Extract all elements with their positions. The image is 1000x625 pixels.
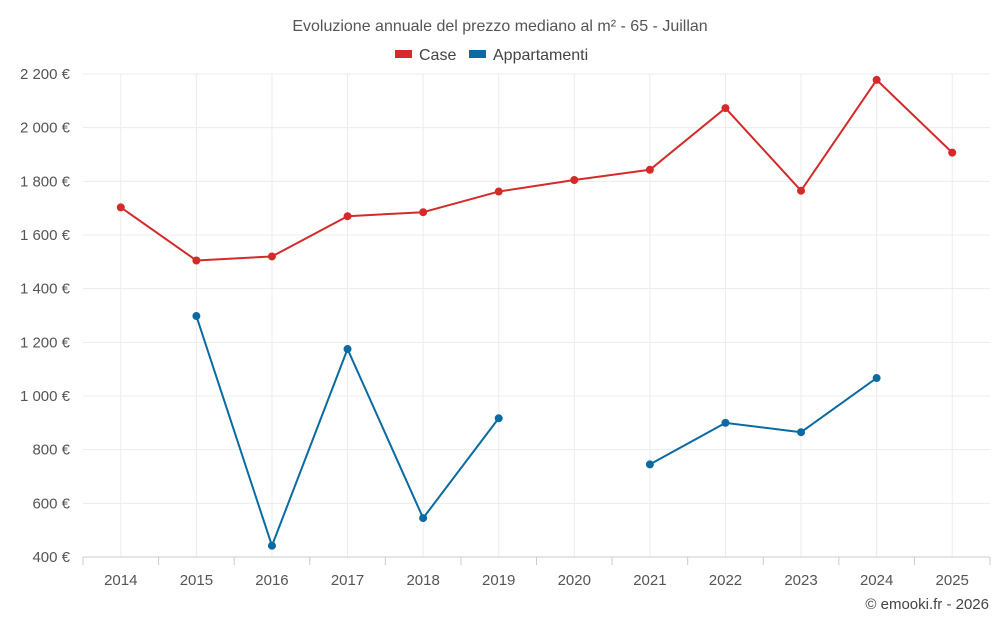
data-point[interactable]: [570, 175, 579, 184]
y-tick-label: 1 400 €: [20, 281, 71, 298]
x-tick-label: 2021: [633, 572, 666, 589]
y-tick-label: 1 600 €: [20, 227, 71, 244]
x-tick-label: 2020: [558, 572, 591, 589]
series-case: [116, 75, 957, 265]
legend-item-appartamenti[interactable]: Appartamenti: [469, 47, 588, 64]
legend-item-case[interactable]: Case: [395, 47, 456, 64]
data-point[interactable]: [797, 186, 806, 195]
series: [116, 75, 957, 550]
y-tick-label: 2 000 €: [20, 120, 71, 137]
series-appartamenti: [192, 312, 881, 550]
y-tick-label: 1 200 €: [20, 334, 71, 351]
x-tick-label: 2019: [482, 572, 515, 589]
data-point[interactable]: [267, 252, 276, 261]
legend-swatch-appartamenti: [469, 50, 486, 58]
data-point[interactable]: [948, 148, 957, 157]
data-point[interactable]: [419, 208, 428, 217]
series-line: [120, 78, 953, 262]
x-tick-label: 2016: [255, 572, 288, 589]
x-tick-label: 2023: [784, 572, 817, 589]
grid: [83, 73, 990, 557]
data-point[interactable]: [343, 345, 352, 354]
series-line: [649, 377, 878, 466]
data-point[interactable]: [872, 374, 881, 383]
x-tick-label: 2024: [860, 572, 893, 589]
y-tick-label: 400 €: [32, 549, 70, 566]
x-tick-label: 2022: [709, 572, 742, 589]
legend-label-appartamenti: Appartamenti: [493, 47, 588, 64]
legend-label-case: Case: [419, 47, 456, 64]
data-point[interactable]: [645, 165, 654, 174]
y-tick-label: 600 €: [32, 495, 70, 512]
data-point[interactable]: [419, 514, 428, 523]
data-point[interactable]: [721, 418, 730, 427]
chart-title: Evoluzione annuale del prezzo mediano al…: [292, 18, 707, 35]
y-tick-label: 1 000 €: [20, 388, 71, 405]
data-point[interactable]: [494, 187, 503, 196]
x-tick-label: 2025: [936, 572, 969, 589]
x-tick-label: 2014: [104, 572, 137, 589]
data-point[interactable]: [343, 212, 352, 221]
legend-swatch-case: [395, 50, 412, 58]
data-point[interactable]: [872, 75, 881, 84]
y-tick-label: 2 200 €: [20, 66, 71, 83]
x-tick-label: 2018: [406, 572, 439, 589]
data-point[interactable]: [797, 428, 806, 437]
data-point[interactable]: [645, 460, 654, 469]
data-point[interactable]: [267, 541, 276, 550]
x-tick-label: 2017: [331, 572, 364, 589]
data-point[interactable]: [116, 203, 125, 212]
y-tick-label: 1 800 €: [20, 173, 71, 190]
data-point[interactable]: [721, 104, 730, 113]
data-point[interactable]: [192, 256, 201, 265]
axes: 400 € 600 € 800 € 1 000 € 1 200 € 1 400 € 1 60…: [20, 66, 991, 589]
data-point[interactable]: [494, 414, 503, 423]
x-tick-label: 2015: [180, 572, 213, 589]
credit-text: © emooki.fr - 2026: [865, 596, 989, 613]
legend: Case Appartamenti: [395, 47, 588, 64]
y-tick-label: 800 €: [32, 442, 70, 459]
data-point[interactable]: [192, 312, 201, 321]
